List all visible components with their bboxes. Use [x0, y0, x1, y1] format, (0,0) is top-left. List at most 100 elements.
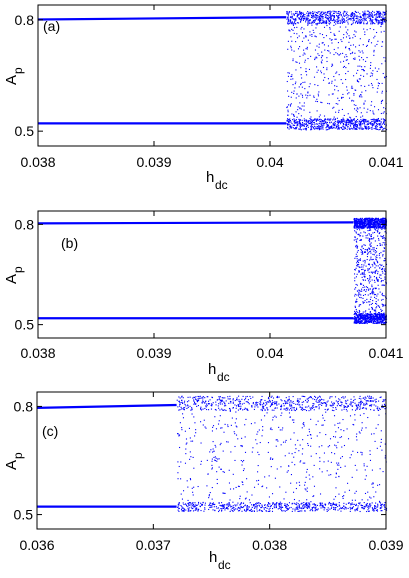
panel-c-point [243, 509, 246, 511]
panel-b-point [361, 219, 363, 221]
panel-a-point [328, 17, 330, 19]
panel-b-point [356, 227, 358, 229]
panel-a-point [333, 106, 335, 108]
panel-a-point [372, 120, 374, 122]
panel-a-point [318, 54, 320, 56]
panel-b-point [383, 284, 385, 287]
panel-c-point [229, 499, 231, 501]
panel-c-point [300, 507, 302, 509]
panel-c-point [370, 404, 372, 406]
panel-c-point [318, 408, 320, 410]
panel-c-point [280, 507, 282, 509]
panel-c-point [242, 506, 244, 509]
panel-a-point [315, 23, 317, 25]
panel-a-point [342, 12, 344, 14]
panel-a-point [365, 121, 367, 123]
panel-c-point [309, 510, 311, 512]
panel-c-point [279, 486, 281, 488]
panel-c-point [376, 447, 378, 449]
panel-b-point [374, 319, 376, 321]
panel-c-point [315, 396, 317, 398]
panel-a-point [287, 23, 289, 25]
panel-c-point [298, 504, 300, 506]
panel-a-point [368, 39, 370, 41]
panel-b-point [364, 219, 366, 221]
panel-b-point [365, 222, 367, 224]
panel-a-point [333, 19, 335, 21]
panel-b-point [376, 245, 378, 247]
panel-a-point [321, 127, 323, 129]
panel-c-point [267, 442, 270, 444]
panel-b-point [356, 251, 358, 253]
panel-a-point [368, 122, 370, 124]
panel-c-point [324, 503, 326, 505]
panel-b-point [356, 241, 358, 243]
panel-a-point [315, 27, 317, 29]
panel-c-point [375, 405, 377, 407]
panel-c-point [222, 450, 224, 452]
panel-a-point [370, 23, 372, 25]
panel-c-point [312, 495, 314, 498]
panel-c-point [251, 406, 253, 408]
panel-a-point [318, 127, 320, 129]
panel-b-point [384, 315, 386, 317]
panel-c-point [208, 497, 210, 499]
panel-a-point [290, 22, 292, 24]
panel-a-point [311, 120, 313, 123]
panel-a-point [365, 13, 367, 15]
panel-c-point [280, 404, 283, 406]
panel-b-point [367, 252, 369, 254]
panel-a-point [370, 64, 372, 66]
panel-c-point [384, 508, 386, 510]
panel-c-point [226, 441, 228, 443]
panel-c-point [307, 502, 310, 504]
panel-a-point [362, 18, 364, 20]
panel-b-point [366, 316, 369, 318]
panel-b-point [362, 226, 364, 228]
panel-c-point [238, 506, 240, 508]
panel-c-point [298, 450, 300, 452]
panel-b-point [368, 247, 370, 249]
panel-b-point [377, 316, 379, 318]
panel-c-point [188, 400, 190, 402]
panel-a-point [329, 127, 331, 129]
panel-c-point [276, 502, 278, 504]
panel-c-point [380, 507, 382, 510]
panel-c-point [255, 402, 257, 404]
panel-a-point [383, 18, 385, 20]
panel-a-point [337, 19, 339, 21]
panel-a-point [307, 58, 309, 60]
panel-b-point [378, 254, 380, 256]
panel-a-point [292, 29, 294, 31]
panel-a-point [379, 22, 381, 24]
panel-a-point [382, 21, 384, 23]
panel-b-point [370, 313, 372, 315]
panel-c-point [362, 401, 364, 403]
panel-b-point [380, 224, 382, 226]
panel-a-point [328, 128, 330, 130]
panel-c-point [318, 400, 320, 402]
panel-a-point [320, 16, 322, 18]
panel-c-point [225, 507, 227, 509]
panel-a-point [288, 119, 290, 121]
panel-c-point [266, 407, 268, 409]
panel-b-point [375, 298, 377, 300]
panel-a-point [303, 125, 305, 127]
panel-b-point [376, 260, 378, 262]
panel-a-point [347, 21, 349, 23]
panel-a-point [366, 10, 368, 12]
panel-a-point [354, 89, 356, 91]
panel-a-point [349, 116, 351, 118]
panel-a-point [325, 19, 327, 21]
panel-c-point [214, 503, 216, 505]
panel-a-point [342, 123, 344, 125]
panel-b-point [373, 263, 375, 265]
panel-b-point [378, 316, 380, 318]
panel-b-point [380, 318, 382, 320]
panel-b-point [373, 224, 375, 226]
panel-a-point [322, 21, 324, 23]
panel-c-point [217, 458, 219, 460]
panel-c-point [256, 404, 258, 406]
panel-c-point [296, 505, 298, 507]
panel-a-point [370, 119, 372, 121]
